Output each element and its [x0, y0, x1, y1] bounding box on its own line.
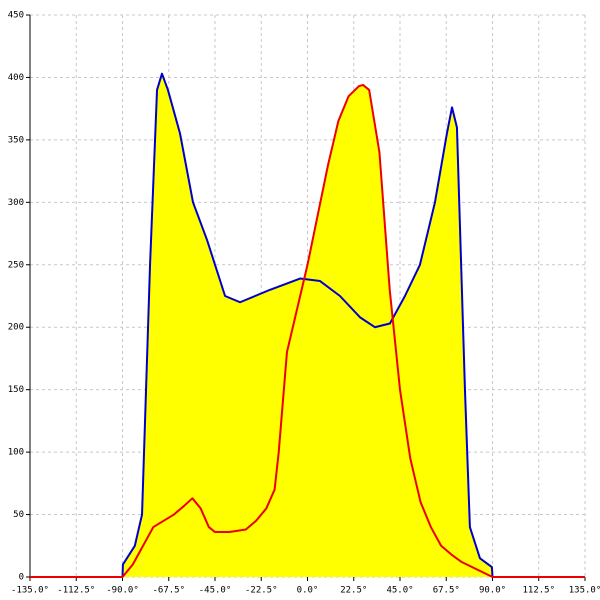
y-tick-label: 350	[8, 135, 24, 145]
x-tick-label: -112.5°	[57, 586, 95, 596]
y-tick-label: 150	[8, 385, 24, 395]
y-tick-label: 50	[13, 510, 24, 520]
y-tick-label: 450	[8, 11, 24, 21]
x-tick-label: 112.5°	[522, 586, 555, 596]
x-tick-label: 67.5°	[433, 586, 460, 596]
x-tick-label: 22.5°	[340, 586, 367, 596]
x-tick-label: -22.5°	[245, 586, 278, 596]
x-tick-label: 135.0°	[569, 586, 600, 596]
line	[30, 72, 585, 578]
x-tick-label: 0.0°	[297, 586, 319, 596]
area	[30, 84, 585, 577]
x-tick-label: -45.0°	[199, 586, 232, 596]
x-tick-label: -135.0°	[11, 586, 49, 596]
y-tick-label: 300	[8, 198, 24, 208]
y-tick-label: 0	[19, 573, 24, 583]
x-tick-label: 45.0°	[386, 586, 413, 596]
y-tick-label: 250	[8, 260, 24, 270]
y-tick-label: 200	[8, 323, 24, 333]
x-tick-label: -90.0°	[106, 586, 139, 596]
y-tick-label: 400	[8, 73, 24, 83]
line	[30, 83, 585, 578]
y-tick-label: 100	[8, 448, 24, 458]
x-tick-label: -67.5°	[152, 586, 185, 596]
x-tick-label: 90.0°	[479, 586, 506, 596]
